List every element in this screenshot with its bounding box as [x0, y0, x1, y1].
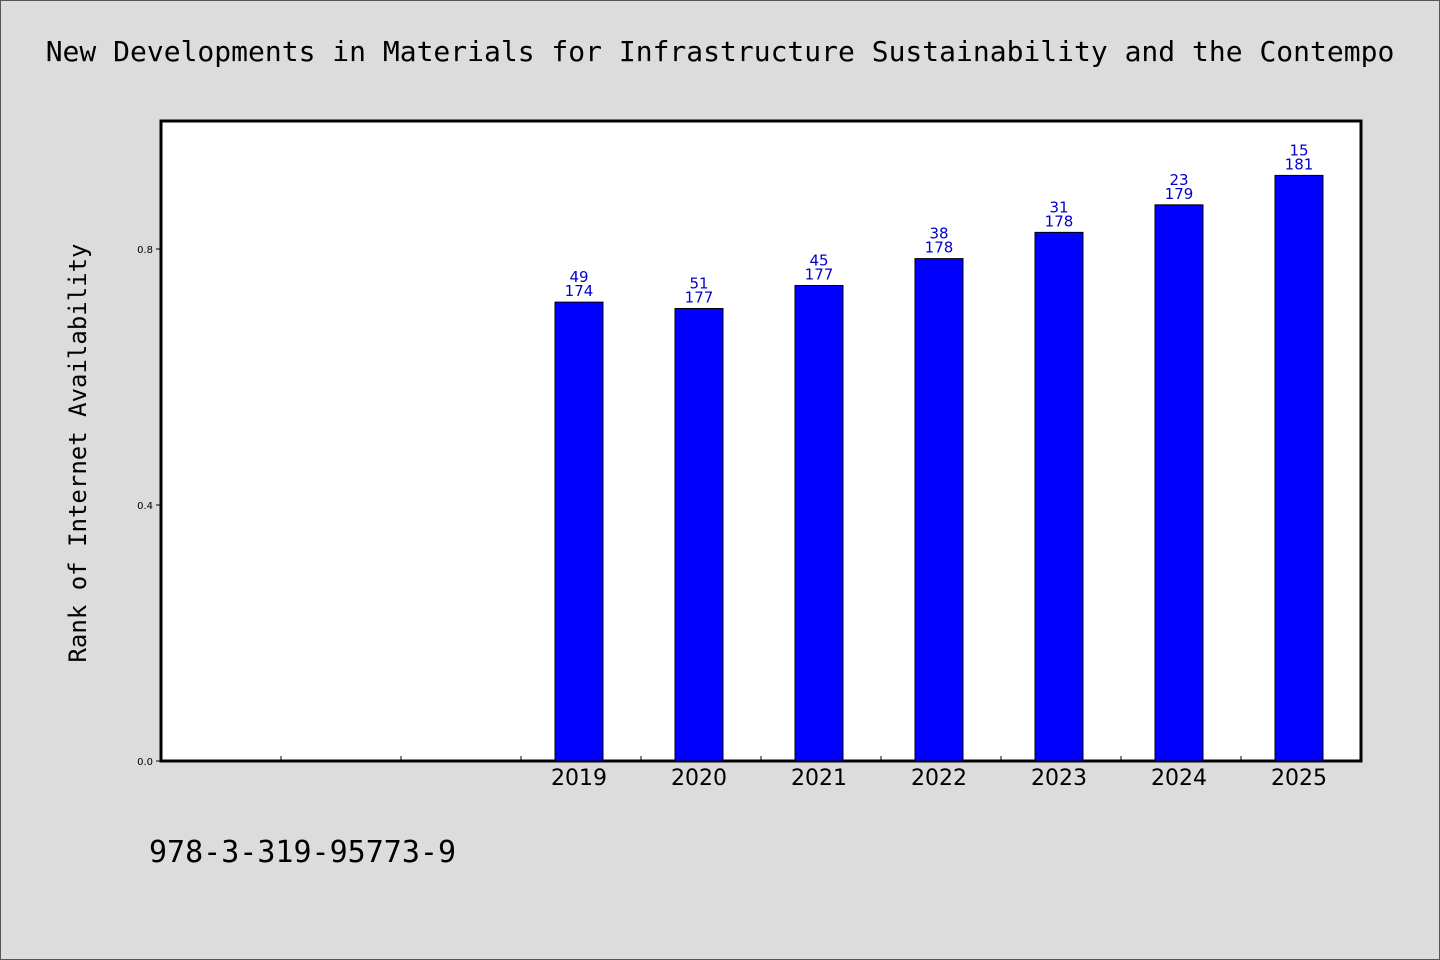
bar-label-rank: 23 [1169, 171, 1188, 189]
bars [554, 174, 1324, 762]
bar-label-rank: 51 [689, 275, 708, 293]
x-tick-label: 2019 [551, 766, 607, 791]
y-tick-label: 0.0 [137, 757, 153, 768]
bar-label-rank: 38 [929, 225, 948, 243]
axis-ticks: 0.0 0.4 0.8 2019 2020 2021 2022 2023 2024 2025 [137, 245, 1327, 791]
x-tick-label: 2025 [1271, 766, 1327, 791]
bar [914, 258, 964, 762]
x-tick-label: 2023 [1031, 766, 1087, 791]
x-tick-label: 2022 [911, 766, 967, 791]
x-tick-label: 2024 [1151, 766, 1207, 791]
bar-label-total: 181 [1285, 155, 1314, 173]
bar [554, 301, 604, 762]
bar [1154, 204, 1204, 762]
bar [674, 308, 724, 762]
chart-title: New Developments in Materials for Infras… [45, 35, 1395, 68]
bar [1034, 231, 1084, 762]
y-tick-label: 0.8 [137, 245, 153, 256]
y-axis-label: Rank of Internet Availability [64, 243, 92, 662]
bar-label-total: 179 [1165, 185, 1194, 203]
x-tick-label: 2020 [671, 766, 727, 791]
bar-label-rank: 49 [569, 268, 588, 286]
bar [794, 284, 844, 762]
bar-label-rank: 45 [809, 251, 828, 269]
bar-label-total: 177 [805, 265, 834, 283]
isbn-text: 978-3-319-95773-9 [149, 835, 457, 870]
bar-label-total: 177 [685, 289, 714, 307]
bar-label-total: 178 [1045, 212, 1074, 230]
bar [1274, 174, 1324, 762]
bar-label-total: 174 [565, 282, 594, 300]
x-tick-label: 2021 [791, 766, 847, 791]
bar-label-rank: 31 [1049, 198, 1068, 216]
bar-label-rank: 15 [1289, 141, 1308, 159]
y-tick-label: 0.4 [137, 501, 153, 512]
bar-label-total: 178 [925, 239, 954, 257]
